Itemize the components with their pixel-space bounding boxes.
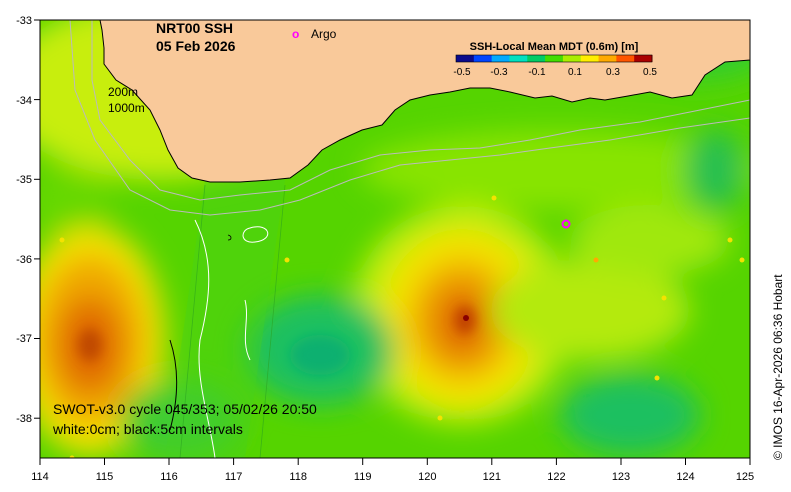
x-tick-label: 125 — [736, 471, 754, 483]
argo-legend-label: Argo — [311, 27, 337, 41]
swot-info-line2: white:0cm; black:5cm intervals — [52, 421, 243, 437]
x-tick-label: 120 — [418, 471, 436, 483]
x-tick-label: 114 — [31, 471, 49, 483]
y-tick-label: -33 — [16, 15, 32, 27]
map-title-line2: 05 Feb 2026 — [156, 38, 236, 54]
argo-float-dark — [463, 315, 469, 321]
x-tick-label: 115 — [96, 471, 114, 483]
colorbar: SSH-Local Mean MDT (0.6m) [m] -0.5 -0.3 … — [453, 41, 657, 78]
argo-float — [561, 219, 571, 229]
colorbar-swatch — [616, 55, 635, 62]
contour-0cm — [194, 219, 216, 458]
y-axis: -33 -34 -35 -36 -37 -38 — [16, 15, 40, 425]
y-tick-label: -34 — [16, 95, 32, 107]
x-tick-label: 124 — [676, 471, 694, 483]
colorbar-swatch — [580, 55, 600, 62]
x-tick-label: 119 — [354, 471, 372, 483]
colorbar-tick-label: 0.5 — [643, 67, 657, 78]
colorbar-title: SSH-Local Mean MDT (0.6m) [m] — [470, 41, 639, 53]
ssh-eddy-cyclonic-3 — [685, 130, 745, 210]
colorbar-swatch — [562, 55, 582, 62]
colorbar-swatch — [491, 55, 510, 62]
colorbar-tick-label: 0.1 — [568, 67, 582, 78]
colorbar-swatch — [509, 55, 528, 62]
bathymetry-1000m — [69, 20, 750, 216]
x-tick-label: 118 — [289, 471, 307, 483]
swot-info-line1: SWOT-v3.0 cycle 045/353; 05/02/26 20:50 — [53, 401, 317, 417]
depth-label-1000m: 1000m — [108, 101, 145, 115]
swot-swath — [165, 180, 285, 458]
y-tick-label: -36 — [16, 254, 32, 266]
colorbar-swatch — [598, 55, 617, 62]
x-tick-label: 123 — [612, 471, 630, 483]
map-title-line1: NRT00 SSH — [156, 20, 233, 36]
x-axis: 114 115 116 117 118 119 120 121 122 123 … — [31, 458, 754, 483]
contour-5cm — [169, 339, 178, 431]
argo-legend-marker: o — [292, 27, 299, 41]
colorbar-swatch — [527, 55, 546, 62]
colorbar-tick-label: -0.5 — [453, 67, 471, 78]
ssh-eddy-cyclonic-2 — [560, 375, 700, 455]
y-tick-label: -38 — [16, 413, 32, 425]
colorbar-swatch — [545, 55, 564, 62]
colorbar-swatch — [634, 55, 653, 62]
depth-label-200m: 200m — [108, 85, 138, 99]
x-tick-label: 117 — [225, 471, 243, 483]
colorbar-tick-label: -0.3 — [490, 67, 508, 78]
bathymetry-200m — [91, 20, 750, 201]
imos-timestamp: © IMOS 16-Apr-2026 06:36 Hobart — [771, 274, 785, 460]
colorbar-swatch — [473, 55, 493, 62]
map-plot-area — [40, 20, 750, 458]
x-tick-label: 121 — [483, 471, 501, 483]
colorbar-gradient — [456, 55, 653, 62]
x-tick-label: 116 — [160, 471, 178, 483]
colorbar-tick-label: -0.1 — [528, 67, 546, 78]
y-tick-label: -37 — [16, 333, 32, 345]
map-frame — [39, 19, 751, 459]
colorbar-tick-label: 0.3 — [606, 67, 620, 78]
x-tick-label: 122 — [547, 471, 565, 483]
colorbar-swatch — [456, 55, 475, 62]
y-tick-label: -35 — [16, 174, 32, 186]
